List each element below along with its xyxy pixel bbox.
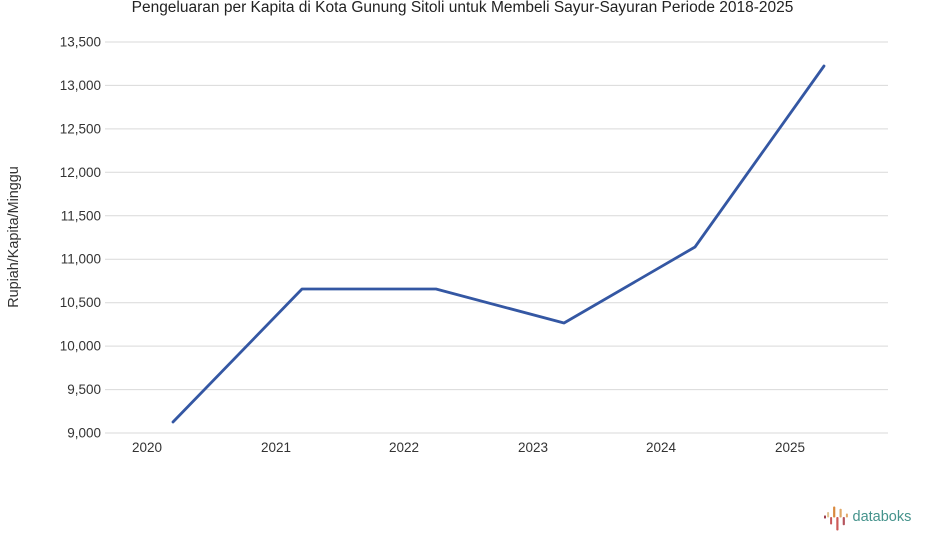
svg-text:11,500: 11,500 (61, 208, 101, 223)
svg-text:10,000: 10,000 (60, 339, 101, 354)
svg-text:2024: 2024 (646, 440, 677, 455)
svg-text:12,000: 12,000 (60, 165, 101, 180)
svg-text:9,000: 9,000 (67, 426, 101, 441)
svg-text:12,500: 12,500 (60, 121, 101, 136)
svg-text:Rupiah/Kapita/Minggu: Rupiah/Kapita/Minggu (6, 166, 22, 308)
svg-text:13,500: 13,500 (60, 35, 101, 50)
svg-text:9,500: 9,500 (67, 382, 101, 397)
svg-text:2021: 2021 (261, 440, 291, 455)
svg-text:2023: 2023 (518, 440, 548, 455)
svg-text:13,000: 13,000 (60, 78, 101, 93)
svg-text:11,000: 11,000 (61, 252, 101, 267)
svg-text:2022: 2022 (389, 440, 419, 455)
svg-text:databoks: databoks (853, 509, 912, 525)
svg-text:2025: 2025 (775, 440, 805, 455)
svg-text:10,500: 10,500 (60, 295, 101, 310)
svg-text:2020: 2020 (132, 440, 162, 455)
